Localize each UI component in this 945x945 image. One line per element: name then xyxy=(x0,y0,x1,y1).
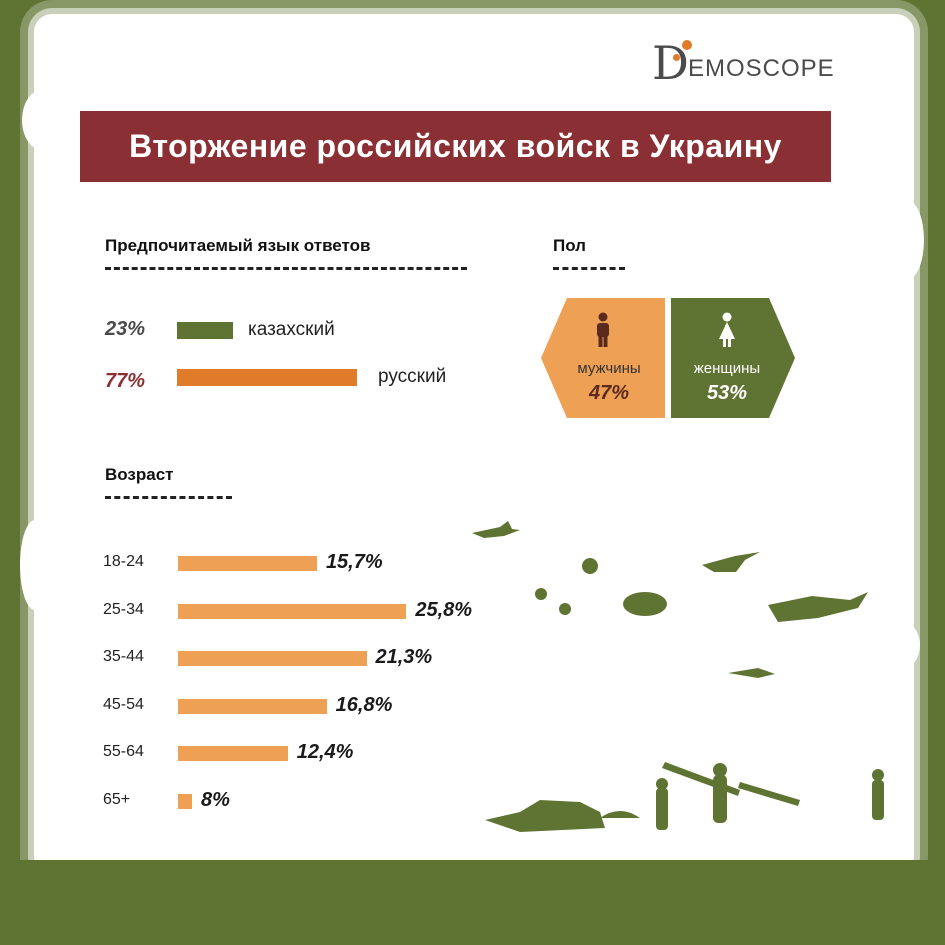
torn-edge xyxy=(22,90,62,150)
gender-label-female: женщины xyxy=(693,360,761,377)
age-value-label: 21,3% xyxy=(375,646,433,668)
hex-shape xyxy=(541,298,665,418)
language-bar-russian xyxy=(177,369,357,386)
age-category-label: 45-54 xyxy=(103,695,144,713)
logo-dot xyxy=(682,40,692,50)
language-label-russian: русский xyxy=(378,366,447,387)
age-value-label: 16,8% xyxy=(335,693,393,716)
torn-edge xyxy=(890,200,924,280)
age-category-label: 25-34 xyxy=(103,600,144,618)
logo-dot xyxy=(673,54,680,61)
age-category-label: 18-24 xyxy=(103,553,144,570)
divider xyxy=(553,267,625,270)
gender-card-female: женщины 53% xyxy=(671,298,795,418)
male-person-icon xyxy=(597,312,609,347)
language-bar-kazakh xyxy=(177,322,233,339)
ground-strip xyxy=(0,860,945,945)
hex-shape xyxy=(671,298,795,418)
language-heading: Предпочитаемый язык ответов xyxy=(105,236,371,255)
language-pct-kazakh: 23% xyxy=(105,318,146,340)
torn-edge xyxy=(880,620,920,670)
gender-pct-male: 47% xyxy=(588,382,630,404)
age-value-label: 25,8% xyxy=(415,598,473,621)
age-value-label: 15,7% xyxy=(325,551,383,573)
language-label-kazakh: казахский xyxy=(248,319,335,340)
age-category-label: 55-64 xyxy=(103,743,144,760)
divider xyxy=(105,267,467,270)
age-category-label: 35-44 xyxy=(103,648,144,665)
torn-edge xyxy=(20,520,50,610)
gender-pct-female: 53% xyxy=(706,382,748,404)
page-title: Вторжение российских войск в Украину xyxy=(80,111,831,182)
female-person-icon xyxy=(719,312,735,347)
age-bar xyxy=(178,651,367,666)
age-bar xyxy=(178,698,327,714)
gender-label-male: мужчины xyxy=(577,360,641,377)
age-heading: Возраст xyxy=(105,465,174,484)
gender-card-male: мужчины 47% xyxy=(541,298,665,418)
gender-heading: Пол xyxy=(553,236,586,255)
age-value-label: 12,4% xyxy=(296,741,354,763)
logo-text: EMOSCOPE xyxy=(688,55,835,82)
age-category-label: 65+ xyxy=(103,790,131,808)
age-bar xyxy=(178,603,407,619)
age-bar xyxy=(178,556,317,571)
age-bar xyxy=(178,746,288,761)
age-bar xyxy=(178,793,192,809)
language-pct-russian: 77% xyxy=(105,370,146,392)
divider xyxy=(105,496,232,499)
age-value-label: 8% xyxy=(201,788,230,811)
